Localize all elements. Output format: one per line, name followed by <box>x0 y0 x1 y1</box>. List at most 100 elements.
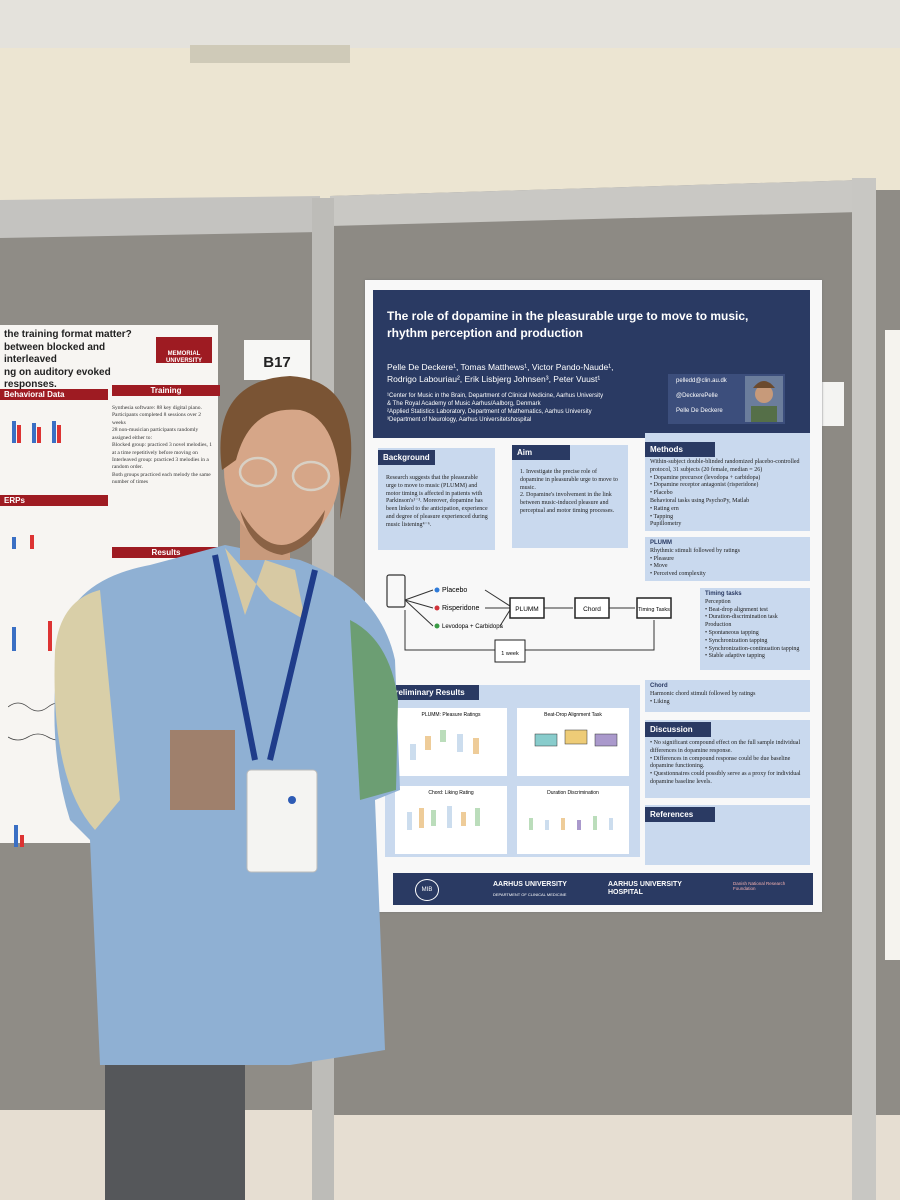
mib-logo: MIB <box>415 879 439 901</box>
drug-label: Placebo <box>442 587 467 594</box>
floor <box>0 1105 900 1200</box>
chord-line: Harmonic chord stimuli followed by ratin… <box>650 690 756 697</box>
affiliation: ²Applied Statistics Laboratory, Departme… <box>387 409 592 416</box>
methods-line: • Placebo <box>650 490 673 497</box>
main-poster: The role of dopamine in the pleasurable … <box>365 280 822 912</box>
email: pelledd@clin.au.dk <box>676 378 727 384</box>
authors: Pelle De Deckere¹, Tomas Matthews¹, Vict… <box>387 362 687 386</box>
study-diagram: Placebo Risperidone Levodopa + Carbidopa… <box>386 574 672 663</box>
task-label: Timing Tasks <box>638 607 670 613</box>
text-line: Participants completed 8 sessions over 2… <box>112 412 202 426</box>
section-heading: Preliminary Results <box>385 685 479 700</box>
plot-title: Beat-Drop Alignment Task <box>544 712 602 718</box>
aim-panel <box>512 445 628 548</box>
dnrf-logo: Danish National Research Foundation <box>733 881 786 891</box>
discussion-line: • Differences in compound response could… <box>650 755 791 770</box>
poster-footer: MIB AARHUS UNIVERSITY DEPARTMENT OF CLIN… <box>393 873 813 905</box>
wall <box>0 48 900 208</box>
left-poster-title: the training format matter? between bloc… <box>4 329 154 392</box>
plot-title: Duration Discrimination <box>547 790 599 796</box>
timing-line: • Spontaneous tapping <box>705 629 759 636</box>
affiliation: ³Department of Neurology, Aarhus Univers… <box>387 417 532 424</box>
right-poster <box>885 330 900 960</box>
methods-line: • Rating ern <box>650 505 679 512</box>
ceiling <box>0 0 900 48</box>
affiliation: & The Royal Academy of Music Aarhus/Aalb… <box>387 401 541 408</box>
text-line: Synthesia software: 88 key digital piano… <box>112 405 202 411</box>
section-heading: Discussion <box>645 722 711 737</box>
section-heading: Behavioral Data <box>0 389 108 400</box>
section-heading: References <box>645 807 715 822</box>
training-text: Synthesia software: 88 key digital piano… <box>112 405 216 487</box>
background-text: Research suggests that the pleasurable u… <box>386 475 488 528</box>
timing-line: Perception <box>705 598 731 605</box>
poster-title: The role of dopamine in the pleasurable … <box>387 309 749 341</box>
box-glyphs <box>407 729 618 830</box>
methods-line: Pupillometry <box>650 521 682 528</box>
au-logo: AARHUS UNIVERSITY <box>493 881 567 888</box>
methods-line: • Tapping <box>650 513 674 520</box>
timing-line: • Stable adaptive tapping <box>705 653 765 660</box>
affiliations: ¹Center for Music in the Brain, Departme… <box>387 392 687 424</box>
aim-item: 1. Investigate the precise role of dopam… <box>520 469 618 491</box>
left-poster: the training format matter? between bloc… <box>0 325 220 847</box>
title-line: between blocked and interleaved <box>4 341 106 366</box>
timing-line: • Synchronization tapping <box>705 637 768 644</box>
background-panel <box>378 448 495 550</box>
left-poster-plots <box>8 421 89 847</box>
section-heading: Results <box>112 547 220 558</box>
timing-line: • Duration-discrimination task <box>705 614 778 621</box>
section-heading: Methods <box>645 442 715 457</box>
plot-title: Chord: Liking Rating <box>428 790 474 796</box>
plumm-line: Rhythmic stimuli followed by ratings <box>650 547 740 554</box>
left-board-frame <box>0 196 320 238</box>
text-line: Blocked group: practiced 3 novel melodie… <box>112 442 213 456</box>
aim-list: 1. Investigate the precise role of dopam… <box>515 466 625 519</box>
plumm-line: • Move <box>650 563 668 570</box>
drug-label: Risperidone <box>442 605 479 612</box>
author-photo <box>745 376 783 422</box>
author-line: Pelle De Deckere¹, Tomas Matthews¹, Vict… <box>387 362 614 372</box>
plumm-line: • Pleasure <box>650 555 674 562</box>
board-post <box>312 198 334 1200</box>
panel-heading: PLUMM <box>650 540 672 546</box>
discussion-line: • No significant compound effect on the … <box>650 740 801 754</box>
panel-heading: Chord <box>650 683 668 689</box>
aim-item: 2. Dopamine's involvement in the link be… <box>520 492 615 514</box>
text-line: Interleaved group: practiced 3 melodies … <box>112 456 209 471</box>
results-plots: PLUMM: Pleasure Ratings Beat-Drop Alignm… <box>395 708 629 854</box>
title-line: the training format matter? <box>4 329 132 340</box>
auh-logo: AARHUS UNIVERSITY HOSPITAL <box>608 881 682 896</box>
booth-label: B17 <box>244 340 310 380</box>
section-heading: Aim <box>512 445 570 460</box>
board-post <box>852 178 876 1200</box>
drug-label: Levodopa + Carbidopa <box>442 624 504 630</box>
plumm-line: • Perceived complexity <box>650 571 706 578</box>
timing-line: Production <box>705 622 732 629</box>
section-heading: Background <box>378 450 435 465</box>
section-heading: ERPs <box>0 495 108 506</box>
timing-panel: Timing tasks Perception • Beat-drop alig… <box>700 588 810 670</box>
plot-title: PLUMM: Pleasure Ratings <box>422 712 481 718</box>
section-heading: Training <box>112 385 220 396</box>
methods-line: • Dopamine precursor (levodopa + carbido… <box>650 474 761 481</box>
chord-panel: Chord Harmonic chord stimuli followed by… <box>645 680 810 712</box>
timing-line: • Synchronization-continuation tapping <box>705 645 800 652</box>
ceiling-fixture <box>190 45 350 63</box>
au-department: DEPARTMENT OF CLINICAL MEDICINE <box>493 892 567 897</box>
methods-line: Behavioral tasks using PsychoPy, Matlab <box>650 497 750 504</box>
methods-line: Within-subject double-blinded randomized… <box>650 459 800 473</box>
task-label: Chord <box>583 606 601 613</box>
text-line: 28 non-musician participants randomly as… <box>112 427 199 441</box>
panel-heading: Timing tasks <box>705 591 742 597</box>
task-label: PLUMM <box>515 606 538 613</box>
methods-line: • Dopamine receptor antagonist (risperid… <box>650 482 759 489</box>
twitter: @DeckerePelle <box>676 393 718 399</box>
affiliation: ¹Center for Music in the Brain, Departme… <box>387 393 604 399</box>
plumm-panel: PLUMM Rhythmic stimuli followed by ratin… <box>645 537 810 581</box>
linkedin: Pelle De Deckere <box>676 408 723 414</box>
text-line: Both groups practiced each melody the sa… <box>112 471 211 486</box>
chord-line: • Liking <box>650 698 670 705</box>
discussion-line: • Questionnaires could possibly serve as… <box>650 771 801 785</box>
